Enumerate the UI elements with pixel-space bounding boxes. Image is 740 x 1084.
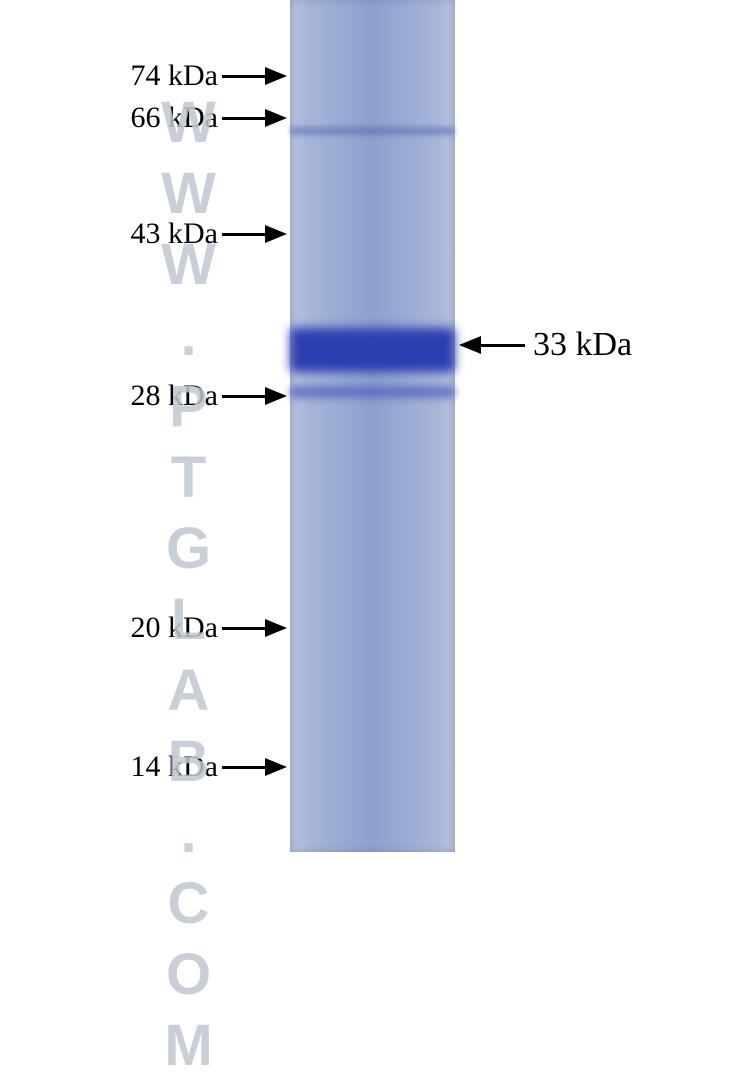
mw-marker-66kda: 66 kDa xyxy=(0,98,290,138)
gel-band-faint-66kda xyxy=(290,127,455,135)
mw-label-33kda: 33 kDa xyxy=(525,326,632,364)
arrow-left-icon xyxy=(459,336,481,354)
mw-marker-14kda: 14 kDa xyxy=(0,747,290,787)
arrow-shaft xyxy=(222,627,265,630)
arrow-right-icon xyxy=(265,619,287,637)
arrow-shaft xyxy=(222,117,265,120)
mw-marker-28kda: 28 kDa xyxy=(0,376,290,416)
arrow-shaft xyxy=(222,395,265,398)
arrow-shaft xyxy=(222,75,265,78)
arrow-right-icon xyxy=(265,758,287,776)
arrow-right-icon xyxy=(265,225,287,243)
arrow-right-icon xyxy=(265,387,287,405)
gel-band-secondary-28kda xyxy=(290,386,455,398)
gel-band-main-33kda xyxy=(290,328,455,372)
mw-label-20kda: 20 kDa xyxy=(131,611,222,645)
arrow-shaft xyxy=(222,233,265,236)
mw-marker-43kda: 43 kDa xyxy=(0,214,290,254)
mw-label-14kda: 14 kDa xyxy=(131,750,222,784)
gel-image-container: { "canvas": { "width": 740, "height": 85… xyxy=(0,0,740,852)
mw-marker-20kda: 20 kDa xyxy=(0,608,290,648)
mw-marker-74kda: 74 kDa xyxy=(0,56,290,96)
mw-label-74kda: 74 kDa xyxy=(131,59,222,93)
arrow-right-icon xyxy=(265,109,287,127)
mw-label-66kda: 66 kDa xyxy=(131,101,222,135)
mw-label-43kda: 43 kDa xyxy=(131,217,222,251)
mw-label-28kda: 28 kDa xyxy=(131,379,222,413)
arrow-shaft xyxy=(222,766,265,769)
arrow-right-icon xyxy=(265,67,287,85)
arrow-shaft xyxy=(481,344,525,347)
mw-result-33kda: 33 kDa xyxy=(455,325,735,365)
